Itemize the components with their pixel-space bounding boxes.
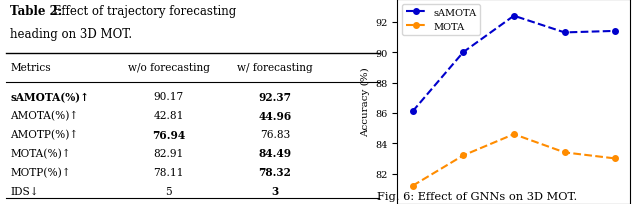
Text: Table 2:: Table 2:	[10, 5, 62, 18]
Text: 90.17: 90.17	[154, 92, 184, 102]
sAMOTA	[510, 15, 518, 18]
Legend: sAMOTA, MOTA: sAMOTA, MOTA	[403, 5, 481, 35]
Text: 76.83: 76.83	[260, 130, 290, 139]
Text: IDS↓: IDS↓	[10, 186, 38, 196]
Text: 82.91: 82.91	[154, 148, 184, 158]
sAMOTA	[460, 52, 467, 54]
sAMOTA	[409, 111, 417, 113]
Y-axis label: Accuracy (%): Accuracy (%)	[360, 67, 370, 137]
Line: MOTA: MOTA	[410, 132, 618, 189]
sAMOTA	[611, 31, 619, 33]
Text: Metrics: Metrics	[10, 62, 51, 72]
Text: MOTA(%)↑: MOTA(%)↑	[10, 148, 70, 158]
MOTA	[510, 133, 518, 136]
Text: w/ forecasting: w/ forecasting	[237, 62, 313, 72]
Text: 42.81: 42.81	[154, 111, 184, 121]
Text: 3: 3	[271, 185, 278, 196]
Text: 92.37: 92.37	[259, 91, 291, 102]
Text: heading on 3D MOT.: heading on 3D MOT.	[10, 28, 132, 40]
Text: 5: 5	[165, 186, 172, 196]
Text: Effect of trajectory forecasting: Effect of trajectory forecasting	[49, 5, 237, 18]
Text: Fig. 6: Effect of GNNs on 3D MOT.: Fig. 6: Effect of GNNs on 3D MOT.	[377, 191, 577, 201]
Text: 76.94: 76.94	[152, 129, 185, 140]
Text: 44.96: 44.96	[258, 110, 291, 121]
MOTA	[409, 185, 417, 187]
MOTA	[611, 157, 619, 160]
Text: 78.32: 78.32	[259, 166, 291, 177]
Line: sAMOTA: sAMOTA	[410, 14, 618, 115]
Text: sAMOTA(%)↑: sAMOTA(%)↑	[10, 91, 89, 102]
MOTA	[460, 154, 467, 157]
Text: 78.11: 78.11	[154, 167, 184, 177]
Text: AMOTA(%)↑: AMOTA(%)↑	[10, 111, 78, 121]
MOTA	[561, 151, 568, 154]
Text: w/o forecasting: w/o forecasting	[127, 62, 209, 72]
Text: 84.49: 84.49	[259, 148, 291, 159]
sAMOTA	[561, 32, 568, 34]
Text: AMOTP(%)↑: AMOTP(%)↑	[10, 129, 78, 140]
Text: MOTP(%)↑: MOTP(%)↑	[10, 167, 70, 177]
